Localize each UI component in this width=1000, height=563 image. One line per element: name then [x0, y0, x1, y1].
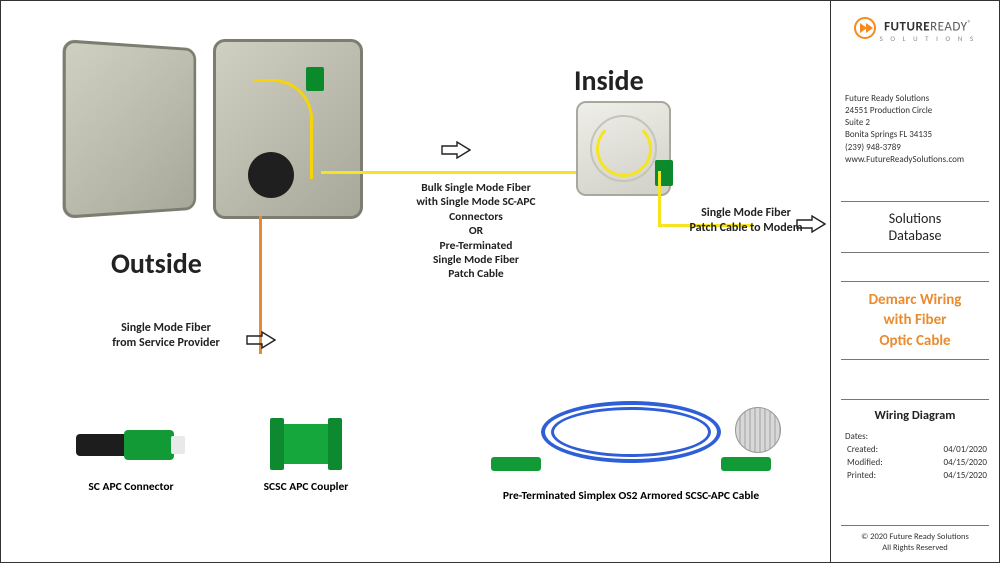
component-patch-cable: Pre-Terminated Simplex OS2 Armored SCSC-… [461, 401, 801, 503]
arrow-icon [441, 141, 471, 159]
copyright: © 2020 Future Ready Solutions All Rights… [841, 525, 989, 554]
coupler-icon [266, 416, 346, 472]
sc-connector-caption: SC APC Connector [56, 480, 206, 494]
page: Outside Inside Single Mode Fiberfrom Ser… [0, 0, 1000, 563]
patch-cable-caption: Pre-Terminated Simplex OS2 Armored SCSC-… [461, 489, 801, 503]
solutions-database: Solutions Database [841, 201, 989, 253]
arrow-icon [796, 215, 826, 233]
info-sidebar: FUTUREREADY® S O L U T I O N S Future Re… [831, 1, 999, 562]
company-web: www.FutureReadySolutions.com [845, 154, 989, 166]
component-sc-connector: SC APC Connector [56, 416, 206, 494]
document-title: Demarc Wiring with Fiber Optic Cable [841, 281, 989, 360]
company-block: Future Ready Solutions 24551 Production … [845, 93, 989, 166]
inside-wallplate [576, 101, 671, 196]
company-name: Future Ready Solutions [845, 93, 989, 105]
company-city: Bonita Springs FL 34135 [845, 129, 989, 141]
inside-heading: Inside [574, 63, 644, 98]
company-addr2: Suite 2 [845, 117, 989, 129]
between-label: Bulk Single Mode Fiberwith Single Mode S… [391, 181, 561, 282]
patch-cable-icon [481, 401, 781, 481]
brand-light: READY [930, 19, 967, 34]
brand-sub: S O L U T I O N S [880, 34, 977, 43]
tomodem-label: Single Mode FiberPatch Cable to Modem [681, 206, 811, 236]
brand-logo: FUTUREREADY® S O L U T I O N S [831, 17, 999, 44]
sc-connector-icon [76, 416, 186, 472]
interior-fiber-drop [658, 171, 661, 226]
coupler-caption: SCSC APC Coupler [236, 480, 376, 494]
arrow-icon [246, 331, 276, 349]
dates-block: Dates: Created:04/01/2020 Modified:04/15… [845, 431, 989, 483]
dates-header: Dates: [845, 431, 989, 442]
feeder-label: Single Mode Fiberfrom Service Provider [91, 321, 241, 351]
component-coupler: SCSC APC Coupler [236, 416, 376, 494]
outside-enclosure [63, 39, 363, 229]
outside-heading: Outside [111, 246, 202, 281]
company-addr1: 24551 Production Circle [845, 105, 989, 117]
brand-bold: FUTURE [884, 19, 930, 34]
document-kind: Wiring Diagram [841, 399, 989, 427]
company-phone: (239) 948-3789 [845, 142, 989, 154]
logo-icon [854, 17, 876, 44]
diagram-area: Outside Inside Single Mode Fiberfrom Ser… [1, 1, 831, 562]
